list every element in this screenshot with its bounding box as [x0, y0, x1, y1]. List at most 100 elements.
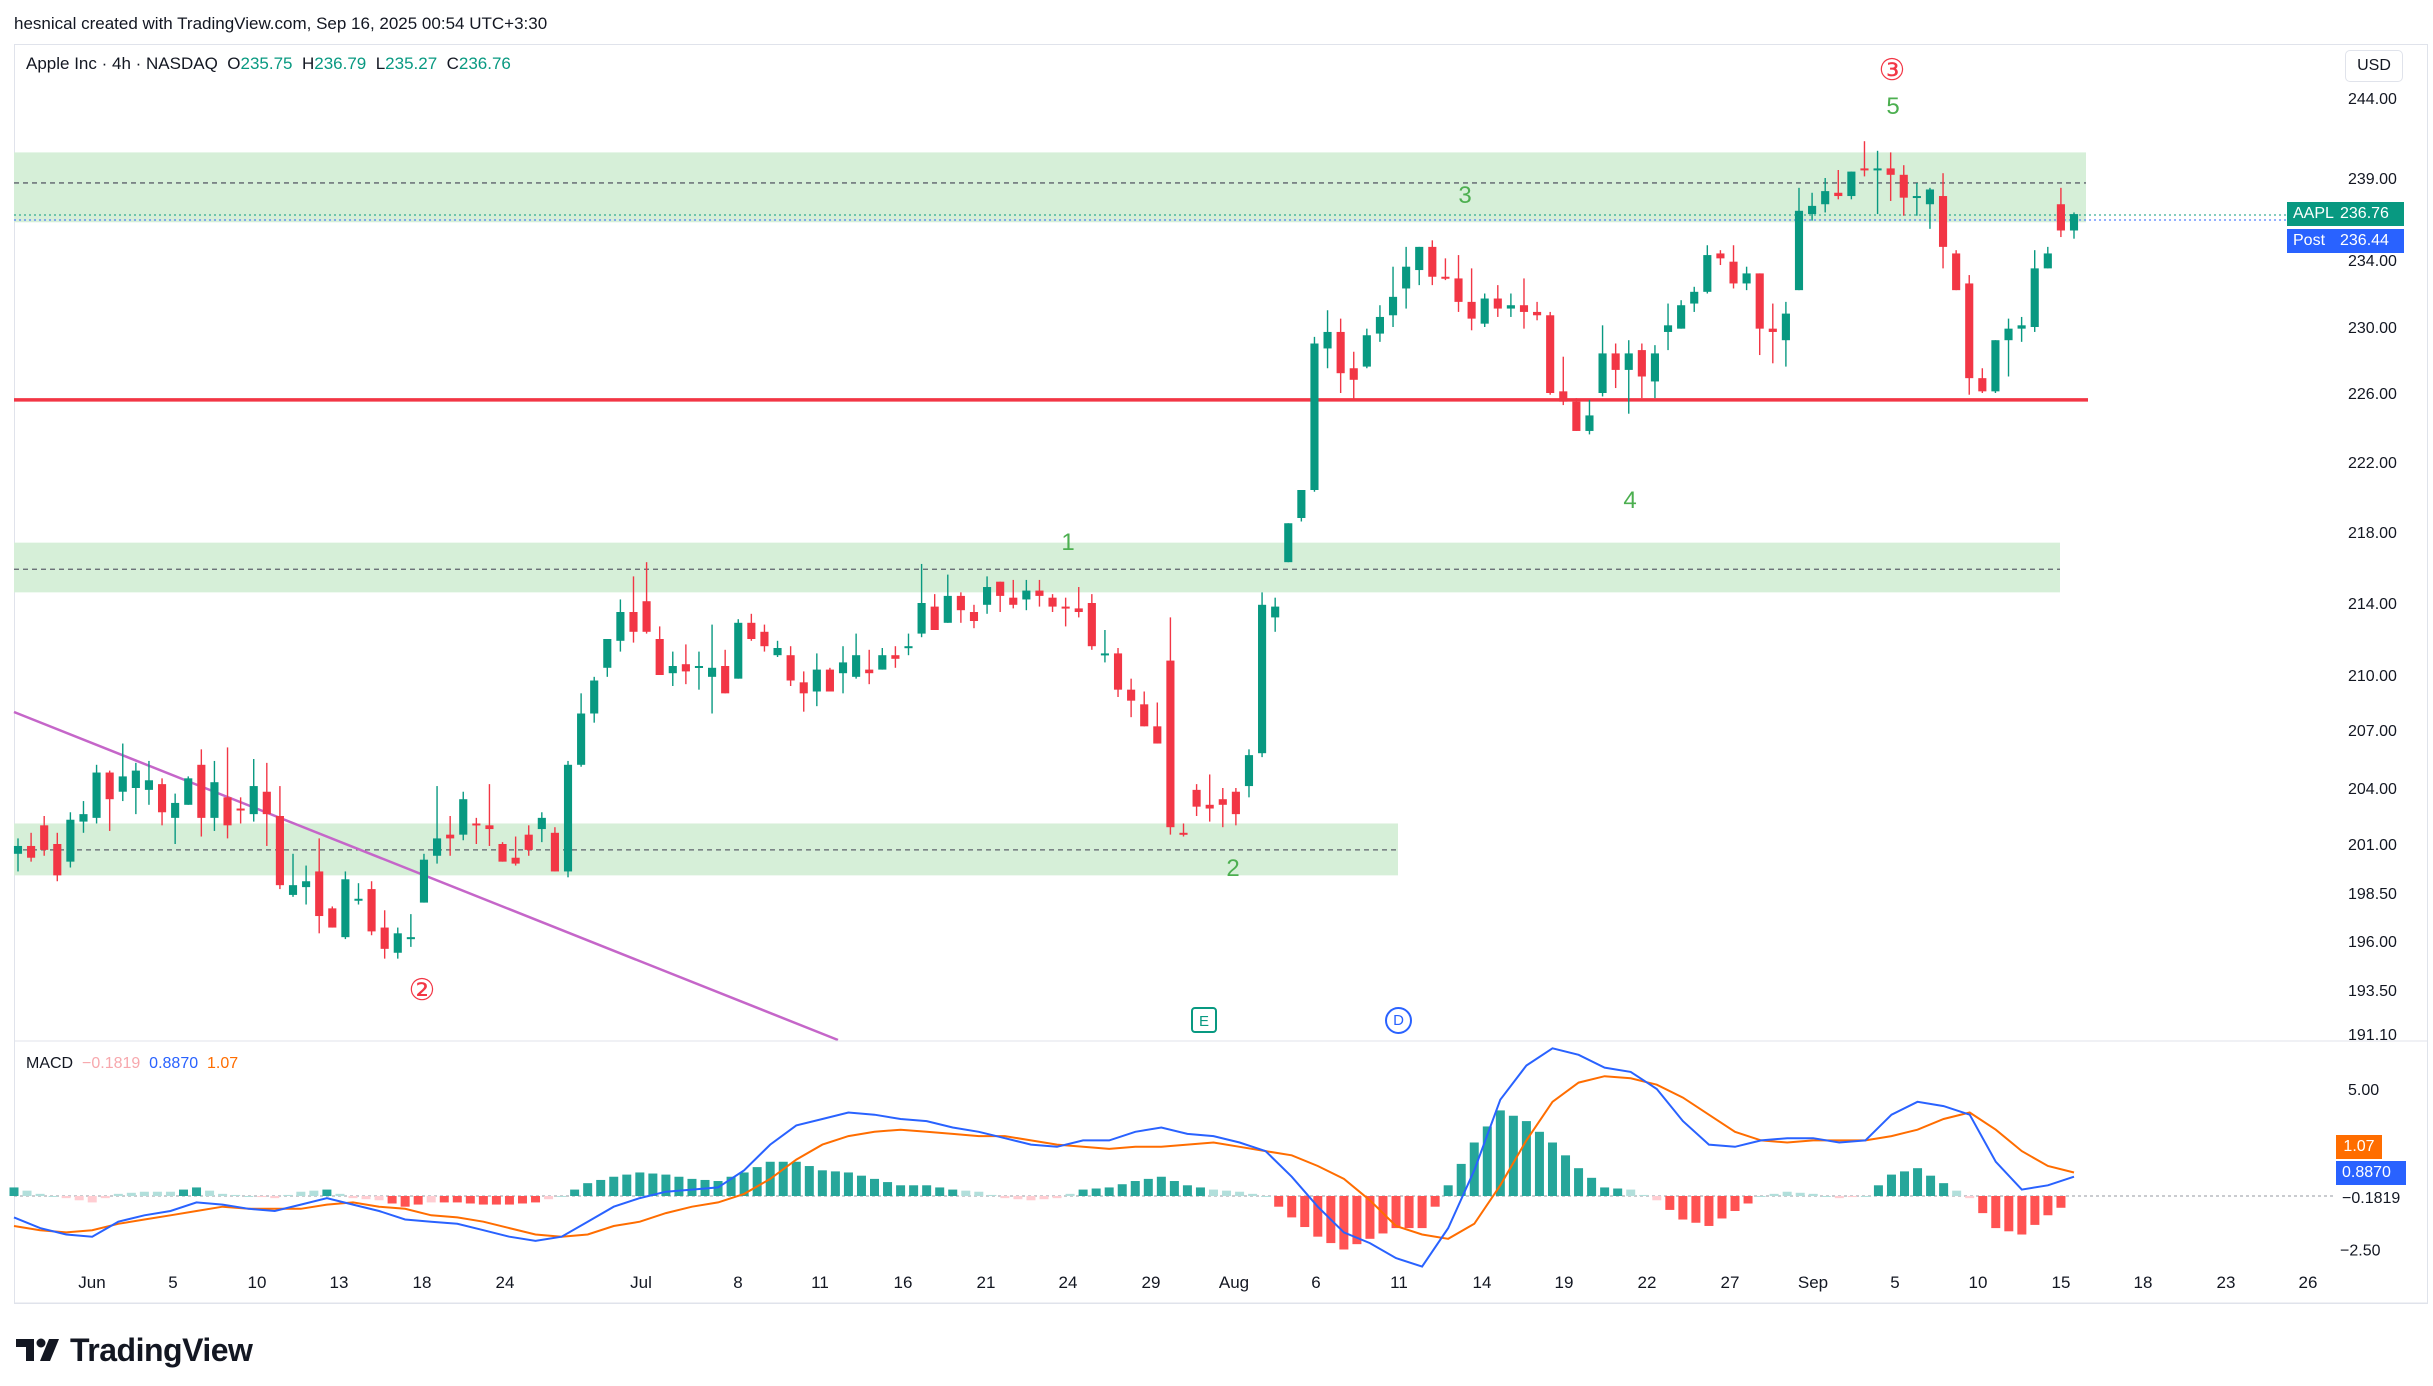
macd-line-value: 0.8870 — [149, 1055, 199, 1072]
last-price-tag: 236.76 — [2334, 202, 2404, 226]
candle-body — [1965, 283, 1974, 379]
candle-body — [642, 601, 651, 632]
candle-body — [681, 664, 690, 672]
candle — [459, 791, 468, 841]
candle — [1035, 579, 1044, 607]
macd-hist-bar — [1130, 1181, 1140, 1196]
macd-hist-bar — [1665, 1196, 1675, 1210]
candle-body — [511, 857, 520, 864]
candle — [708, 624, 717, 714]
price-axis[interactable]: 244.00 239.00 234.00 230.00 226.00 222.00 218.… — [2348, 91, 2397, 1044]
time-axis[interactable]: Jun 5 10 13 18 24 Jul 8 11 16 21 24 29 Aug 6 11 14 19 22 27… — [14, 1273, 2428, 1304]
price-tick-label: 222.00 — [2348, 455, 2397, 472]
macd-hist-bar — [922, 1185, 932, 1196]
time-tick-label: 10 — [1969, 1273, 1988, 1292]
candle — [262, 762, 271, 846]
macd-hist-bar — [1208, 1189, 1218, 1196]
candle-body — [983, 587, 992, 605]
time-tick-label: 16 — [894, 1273, 913, 1292]
candle-body — [1179, 832, 1188, 835]
macd-hist-bar — [948, 1189, 958, 1196]
time-tick-label: 21 — [977, 1273, 996, 1292]
candle-body — [1611, 353, 1620, 370]
earnings-event-marker[interactable]: E — [1191, 1007, 1217, 1033]
macd-hist-bar — [1352, 1196, 1362, 1245]
candle — [472, 817, 481, 844]
macd-hist-bar — [1235, 1191, 1245, 1196]
symbol-legend[interactable]: Apple Inc · 4h · NASDAQ O235.75 H236.79 … — [26, 54, 511, 74]
candle-body — [315, 871, 324, 917]
candle — [1611, 343, 1620, 389]
candle-body — [419, 859, 429, 903]
macd-hist-bar — [739, 1172, 749, 1196]
macd-hist-bar — [48, 1196, 58, 1197]
macd-hist-bar — [1600, 1187, 1610, 1196]
macd-hist-bar — [2030, 1196, 2040, 1225]
candle-body — [577, 713, 586, 765]
candle-body — [563, 764, 573, 872]
candle — [131, 762, 140, 815]
candle — [734, 619, 743, 679]
macd-hist-bar — [713, 1181, 723, 1196]
macd-hist-bar — [283, 1194, 293, 1196]
price-tick-label: 244.00 — [2348, 91, 2397, 108]
macd-hist-bar — [113, 1193, 123, 1196]
candle — [498, 842, 507, 862]
candle — [1598, 325, 1607, 397]
candle — [1113, 648, 1123, 697]
macd-hist-bar — [139, 1191, 149, 1196]
tradingview-logo-icon — [16, 1338, 59, 1361]
candle — [53, 832, 62, 882]
macd-legend[interactable]: MACD −0.1819 0.8870 1.07 — [26, 1055, 238, 1073]
macd-hist-bar — [1000, 1196, 1010, 1199]
candle — [367, 881, 376, 936]
candle-body — [1271, 606, 1280, 618]
candle — [1637, 343, 1646, 399]
price-tick-label: 191.10 — [2348, 1027, 2397, 1044]
candle — [406, 914, 415, 947]
candle — [1912, 182, 1921, 216]
candle-body — [210, 782, 219, 818]
macd-hist-bar — [609, 1176, 619, 1196]
candle-body — [184, 778, 193, 805]
macd-pane — [9, 1040, 2428, 1268]
candle — [2030, 250, 2039, 332]
macd-hist-bar — [1886, 1174, 1896, 1196]
candle-body — [603, 639, 612, 668]
candle-body — [223, 797, 232, 826]
candle — [1493, 285, 1502, 317]
candle — [328, 906, 337, 928]
candle-body — [537, 817, 546, 830]
candle-body — [1022, 590, 1031, 600]
candle-body — [616, 612, 625, 641]
candle-body — [1388, 296, 1398, 316]
macd-hist-bar — [622, 1174, 632, 1196]
candle-body — [288, 885, 298, 895]
candle — [537, 812, 546, 843]
candle — [786, 646, 795, 686]
tradingview-logo[interactable]: TradingView — [16, 1330, 253, 1370]
macd-hist-bar — [1926, 1175, 1936, 1196]
candle-body — [1166, 660, 1175, 828]
candle-body — [13, 845, 23, 854]
candle — [563, 760, 573, 878]
candle-body — [1821, 191, 1830, 205]
currency-button[interactable]: USD — [2345, 50, 2403, 82]
dividend-event-marker[interactable]: D — [1385, 1007, 1412, 1034]
candle-body — [1886, 168, 1895, 175]
macd-hist-value: −0.1819 — [82, 1055, 141, 1072]
candle-body — [341, 879, 350, 938]
macd-hist-bar — [1730, 1196, 1740, 1211]
candle-body — [1297, 490, 1306, 518]
low-value: 235.27 — [385, 54, 438, 73]
candle — [1192, 784, 1201, 816]
candle — [118, 743, 127, 802]
candle — [1860, 141, 1869, 177]
candle — [1480, 293, 1489, 327]
time-tick-label: 24 — [496, 1273, 515, 1292]
wave-labels-layer: 1 2 3 4 5 ② ③ — [409, 53, 1906, 1008]
macd-hist-bar — [165, 1191, 175, 1196]
candle-body — [865, 669, 874, 674]
candle — [812, 653, 821, 707]
